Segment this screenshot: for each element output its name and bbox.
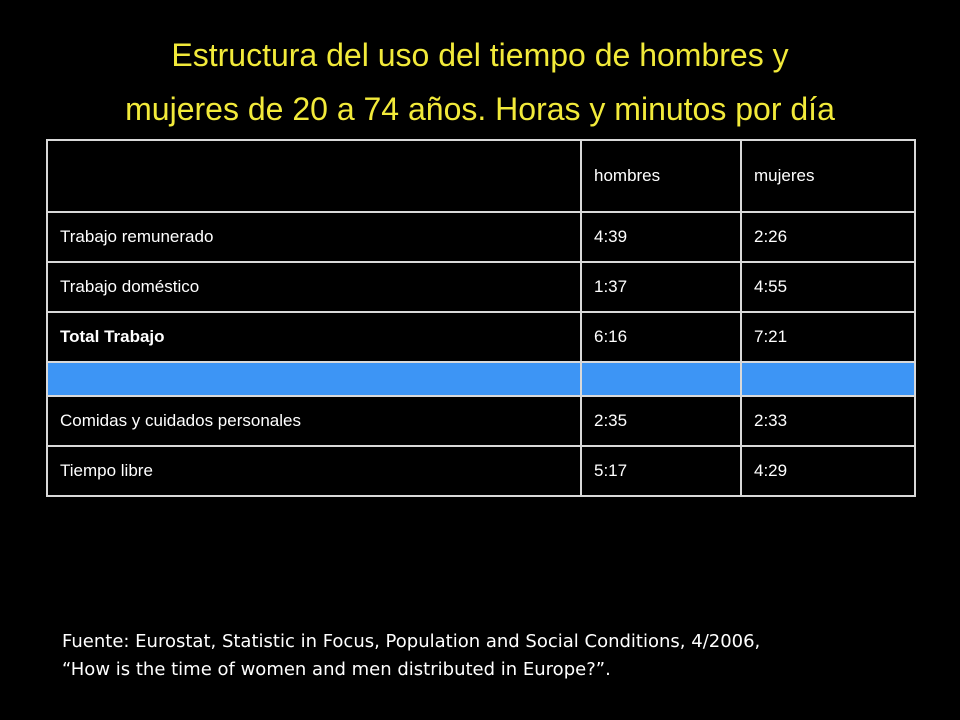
row-label: Trabajo remunerado [46, 211, 582, 263]
row-label: Comidas y cuidados personales [46, 395, 582, 447]
row-label [46, 361, 582, 397]
cell-mujeres: 4:29 [740, 445, 916, 497]
slide-title: Estructura del uso del tiempo de hombres… [40, 28, 920, 136]
header-cell-mujeres: mujeres [740, 139, 916, 213]
source-note-line-2: “How is the time of women and men distri… [62, 659, 611, 680]
table-header-row: hombres mujeres [46, 139, 916, 213]
time-use-table: hombres mujeres Trabajo remunerado 4:39 … [46, 139, 916, 497]
cell-hombres [580, 361, 742, 397]
source-note: Fuente: Eurostat, Statistic in Focus, Po… [62, 628, 942, 684]
table-row-spacer [46, 361, 916, 397]
table-row: Trabajo doméstico 1:37 4:55 [46, 261, 916, 313]
cell-mujeres [740, 361, 916, 397]
cell-hombres: 2:35 [580, 395, 742, 447]
table-row-total: Total Trabajo 6:16 7:21 [46, 311, 916, 363]
cell-mujeres: 7:21 [740, 311, 916, 363]
source-note-line-1: Fuente: Eurostat, Statistic in Focus, Po… [62, 631, 761, 652]
slide-title-line-2: mujeres de 20 a 74 años. Horas y minutos… [125, 91, 835, 127]
cell-hombres: 1:37 [580, 261, 742, 313]
cell-mujeres: 4:55 [740, 261, 916, 313]
header-cell-empty [46, 139, 582, 213]
row-label: Total Trabajo [46, 311, 582, 363]
table-row: Tiempo libre 5:17 4:29 [46, 445, 916, 497]
row-label: Tiempo libre [46, 445, 582, 497]
table-row: Comidas y cuidados personales 2:35 2:33 [46, 395, 916, 447]
row-label: Trabajo doméstico [46, 261, 582, 313]
table-row: Trabajo remunerado 4:39 2:26 [46, 211, 916, 263]
cell-hombres: 4:39 [580, 211, 742, 263]
slide-title-line-1: Estructura del uso del tiempo de hombres… [171, 37, 789, 73]
cell-hombres: 5:17 [580, 445, 742, 497]
cell-hombres: 6:16 [580, 311, 742, 363]
cell-mujeres: 2:26 [740, 211, 916, 263]
cell-mujeres: 2:33 [740, 395, 916, 447]
header-cell-hombres: hombres [580, 139, 742, 213]
